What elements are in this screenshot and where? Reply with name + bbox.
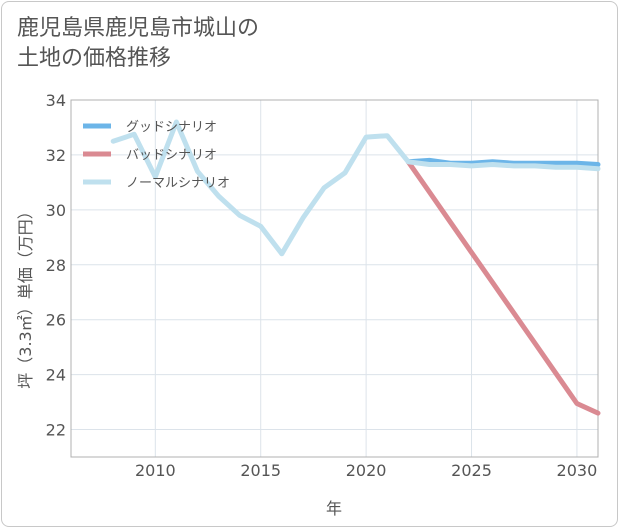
series-layer [110,119,601,416]
y-tick-label: 26 [46,311,66,330]
y-tick-label: 32 [46,146,66,165]
axis-ticks: 2010 2015 2020 2025 2030 22 24 26 28 30 32 34 [46,91,598,480]
x-tick-label: 2015 [240,461,281,480]
legend-label: ノーマルシナリオ [126,176,230,191]
y-tick-label: 22 [46,421,66,440]
x-tick-label: 2030 [557,461,598,480]
x-axis-title: 年 [326,499,342,518]
y-tick-label: 24 [46,366,66,385]
plot-area-border [70,99,599,458]
x-tick-label: 2020 [346,461,387,480]
legend-item-normal-scenario[interactable]: ノーマルシナリオ [83,176,230,191]
normal-scenario-line [110,119,601,257]
x-tick-label: 2010 [135,461,176,480]
legend-label: バッドシナリオ [126,148,217,163]
y-tick-label: 28 [46,256,66,275]
x-tick-label: 2025 [451,461,492,480]
legend-item-bad-scenario[interactable]: バッドシナリオ [83,148,217,163]
y-tick-label: 30 [46,201,66,220]
chart-title: 鹿児島県鹿児島市城山の 土地の価格推移 [17,16,260,71]
legend-label: グッドシナリオ [126,120,217,135]
bad-scenario-line [405,159,601,416]
grid-lines [71,99,598,457]
y-tick-label: 34 [46,91,66,110]
legend-item-good-scenario[interactable]: グッドシナリオ [83,120,217,135]
good-scenario-line [405,157,601,167]
y-axis-title: 坪（3.3㎡）単価（万円） [16,203,35,388]
